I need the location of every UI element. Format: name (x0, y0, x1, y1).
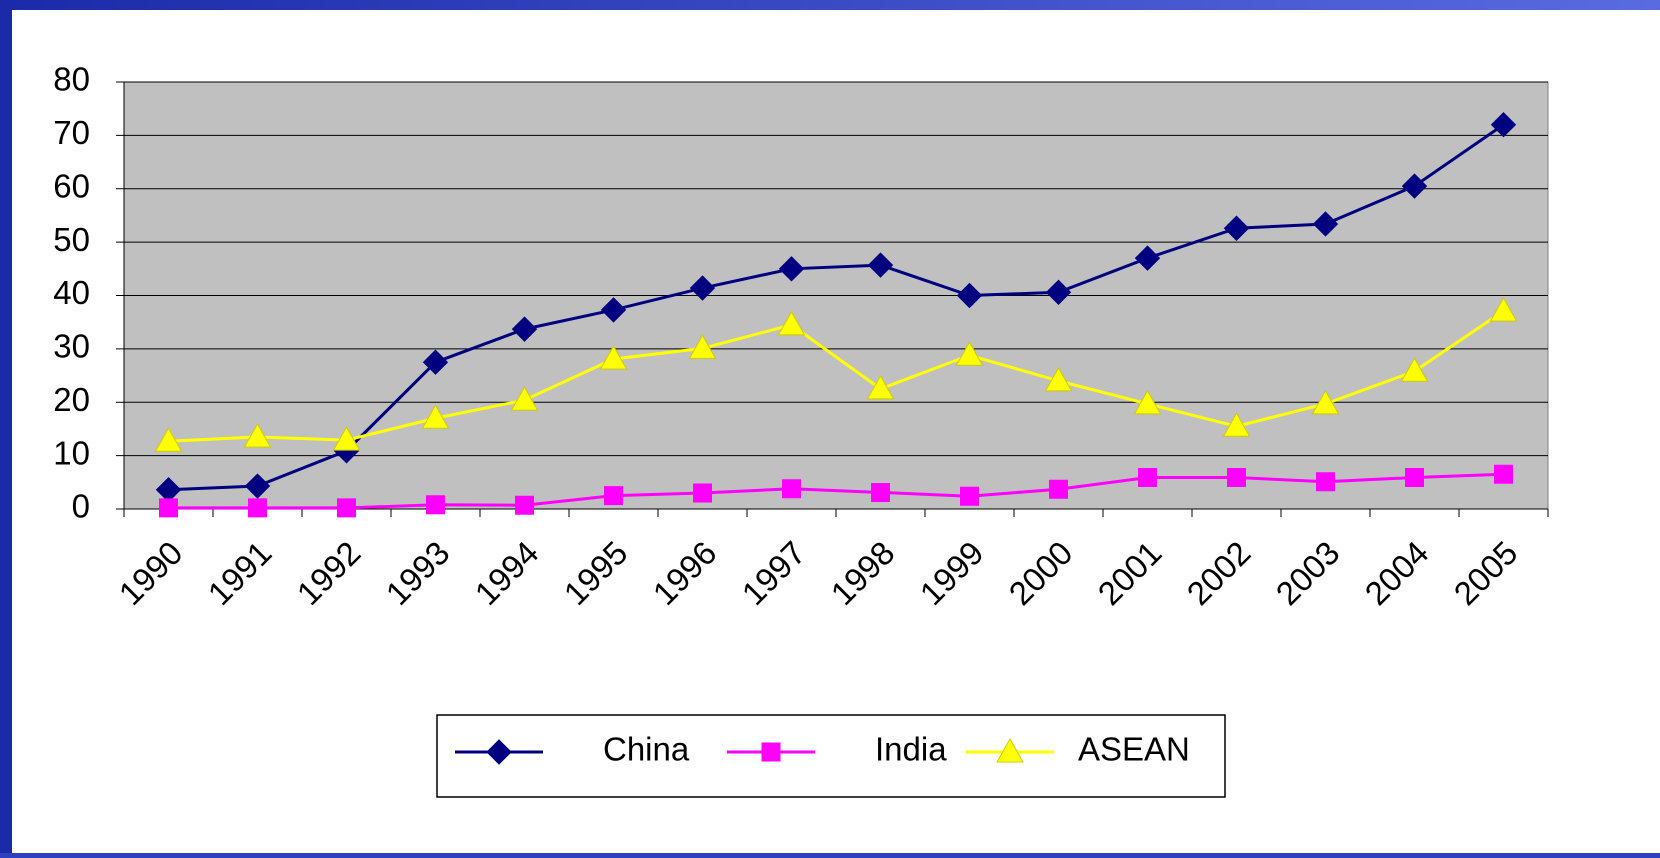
marker (1494, 464, 1513, 484)
series-line (168, 309, 1505, 443)
marker (1222, 412, 1251, 437)
legend-label: ASEAN (1078, 731, 1190, 768)
y-tick-label: 20 (53, 381, 90, 418)
marker (955, 341, 984, 366)
marker (1044, 366, 1073, 392)
y-tick-label: 80 (53, 61, 90, 98)
marker (761, 742, 781, 762)
marker (1311, 389, 1340, 415)
marker (688, 334, 717, 359)
marker (1312, 211, 1339, 237)
marker (422, 349, 449, 375)
marker (956, 282, 983, 309)
marker (778, 256, 805, 282)
marker (1401, 173, 1428, 199)
marker (1134, 245, 1161, 271)
series-line (168, 472, 1504, 510)
y-tick-label: 40 (53, 274, 90, 311)
marker (867, 252, 894, 278)
marker (1489, 296, 1518, 322)
series-line (168, 123, 1505, 492)
marker (1405, 468, 1424, 488)
y-tick-label: 30 (53, 328, 90, 365)
marker (1316, 472, 1335, 492)
marker (1223, 215, 1250, 241)
marker (689, 275, 716, 301)
marker (511, 316, 538, 342)
marker (1227, 468, 1246, 488)
marker (996, 737, 1024, 763)
legend-box (436, 714, 1226, 798)
marker (486, 739, 512, 765)
y-tick-label: 60 (53, 167, 90, 204)
marker (248, 498, 267, 518)
y-tick-label: 10 (53, 434, 90, 471)
y-tick-label: 70 (53, 114, 90, 151)
marker (782, 479, 801, 499)
marker (866, 374, 895, 400)
marker (693, 483, 712, 503)
marker (510, 386, 539, 411)
marker (1133, 389, 1162, 415)
legend-label: China (603, 731, 690, 768)
marker (426, 495, 445, 515)
marker (154, 427, 183, 452)
marker (421, 404, 450, 429)
marker (960, 486, 979, 506)
marker (332, 426, 361, 451)
marker (1049, 479, 1068, 499)
y-tick-label: 50 (53, 221, 90, 258)
legend-label: India (875, 731, 947, 768)
marker (243, 422, 272, 448)
marker (1400, 357, 1429, 382)
marker (1138, 468, 1157, 488)
marker (1045, 279, 1072, 306)
marker (604, 486, 623, 506)
marker (777, 310, 806, 336)
marker (600, 297, 627, 323)
y-tick-label: 0 (72, 488, 90, 525)
marker (244, 473, 271, 499)
marker (1490, 111, 1517, 138)
marker (871, 482, 890, 502)
marker (159, 498, 178, 518)
marker (515, 495, 534, 515)
marker (337, 498, 356, 518)
marker (599, 345, 628, 370)
